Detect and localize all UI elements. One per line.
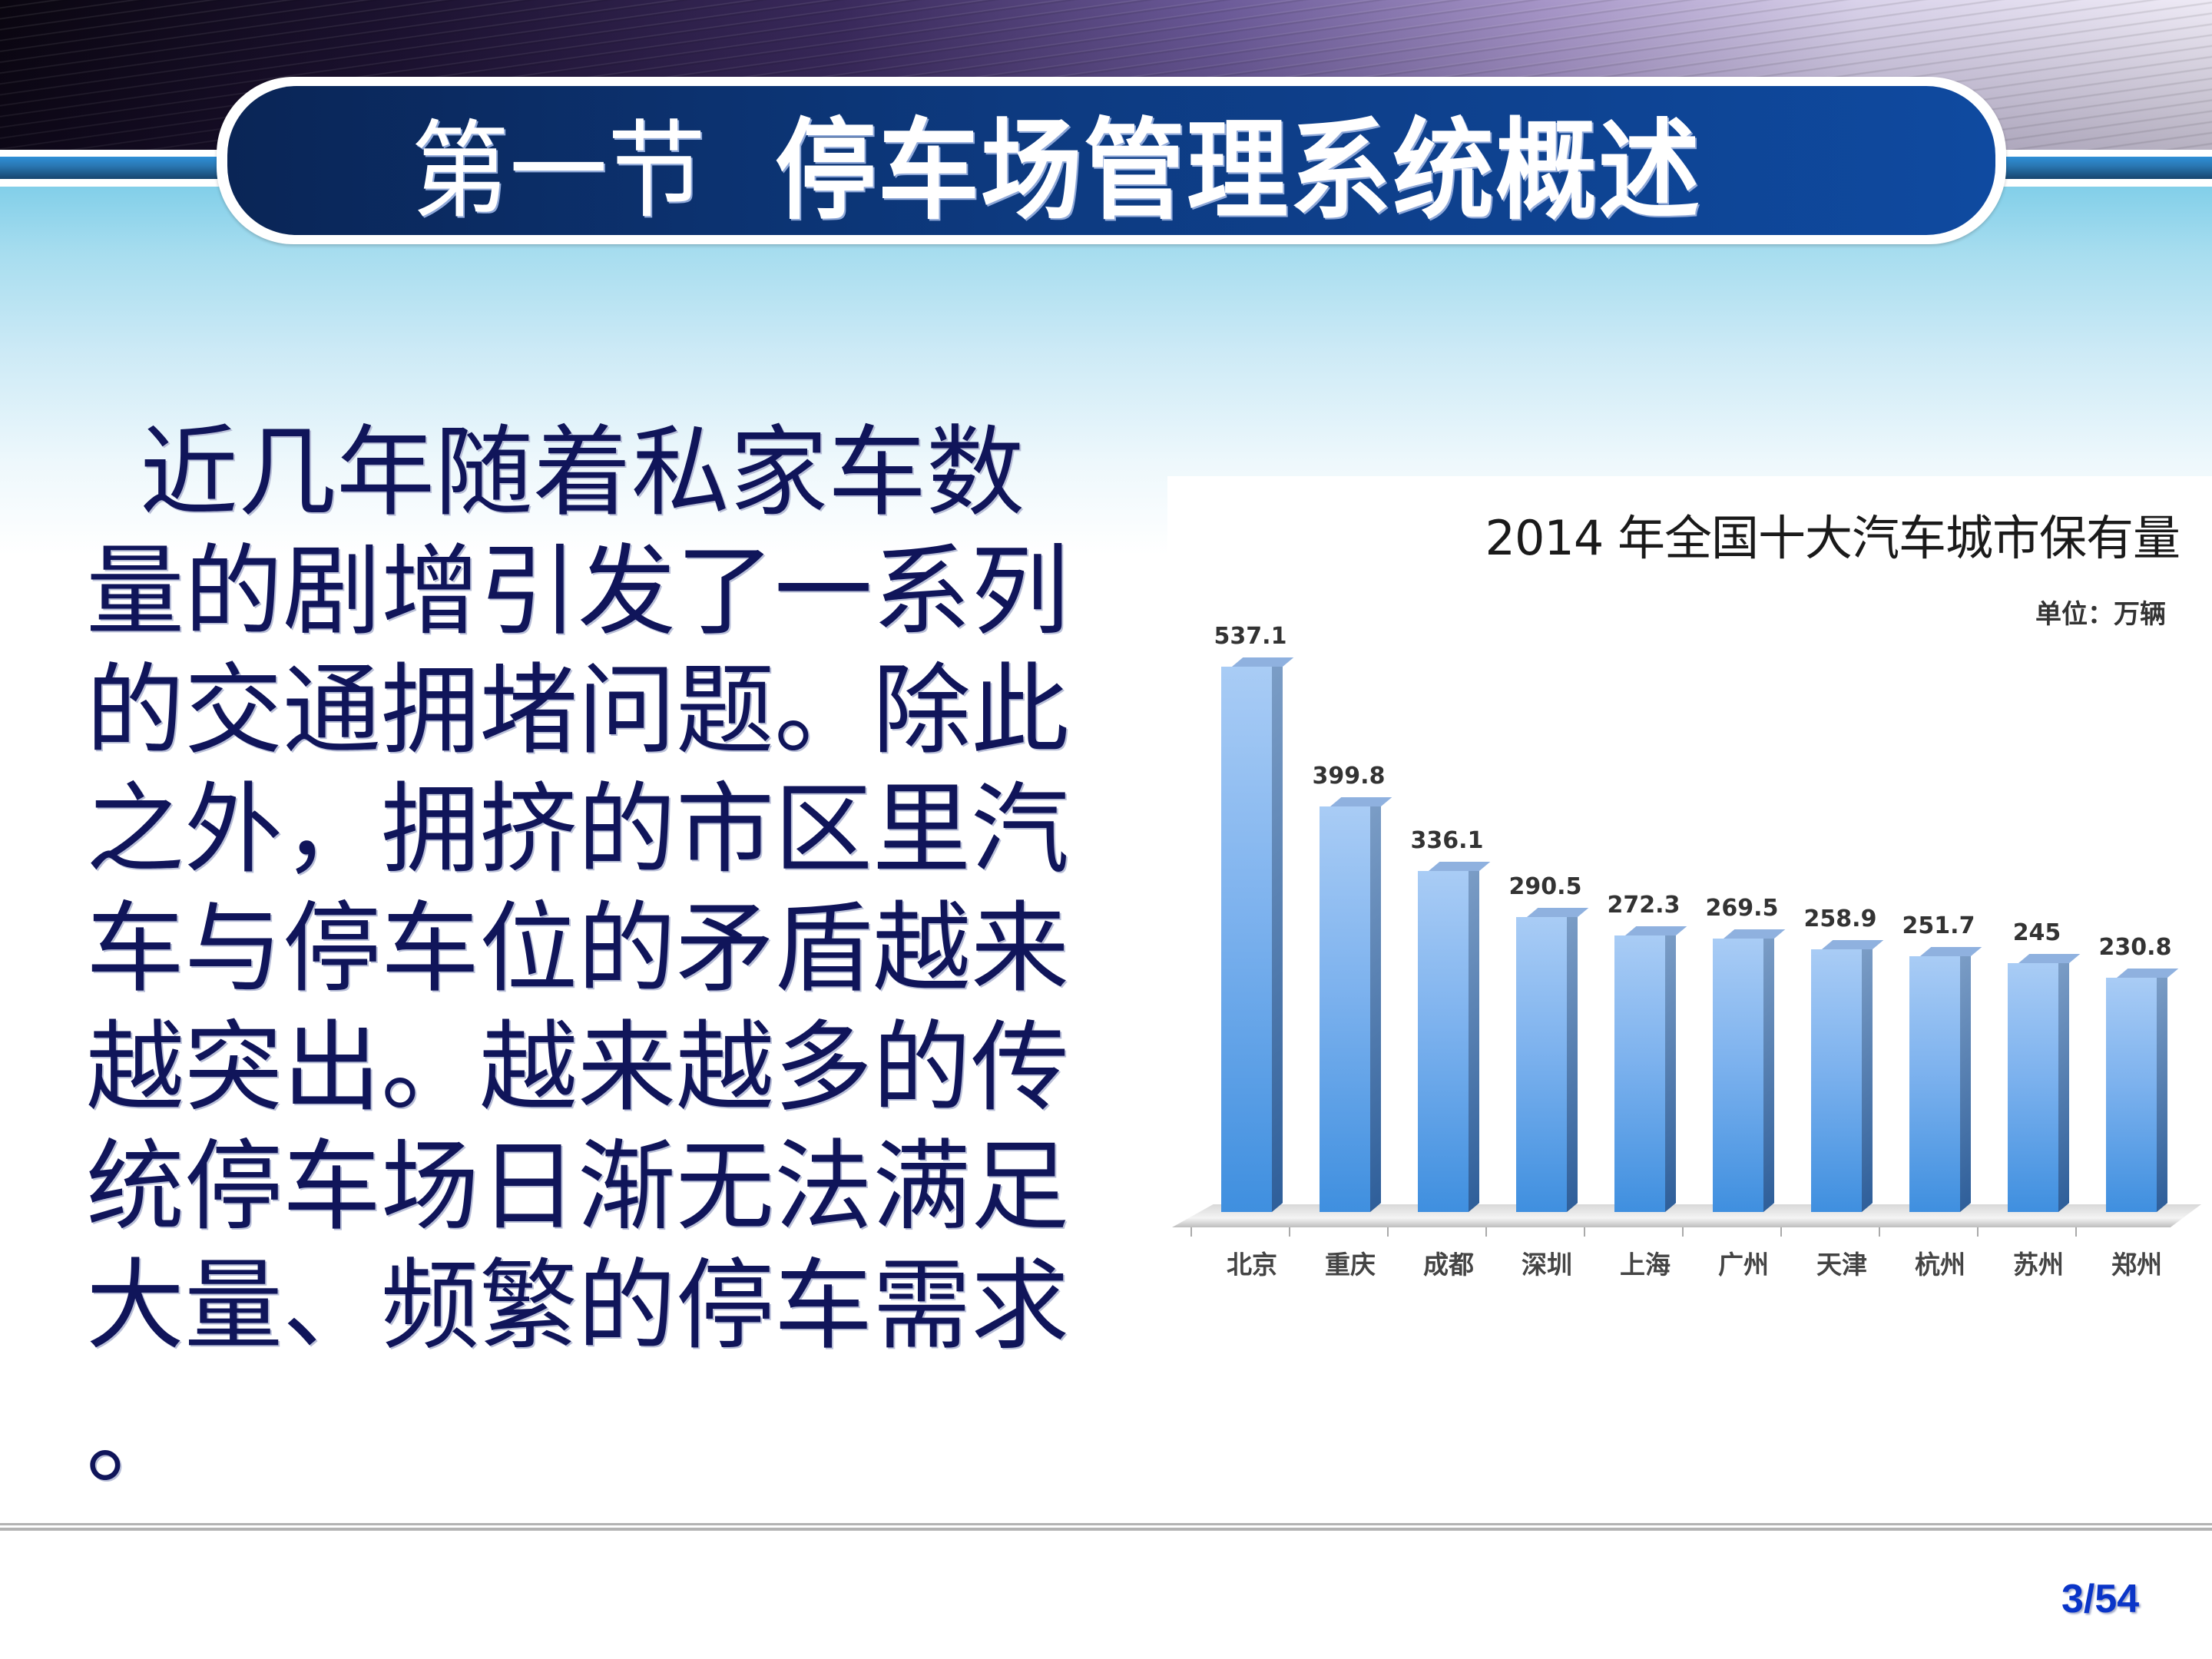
body-line: 车与停车位的矛盾越来 [86, 892, 1070, 1006]
chart-title: 2014 年全国十大汽车城市保有量 [1485, 510, 2181, 566]
chart-bar: 269.5 [1706, 892, 1786, 1212]
body-line: 统停车场日渐无法满足 [86, 1130, 1070, 1244]
bar-value-label: 537.1 [1214, 623, 1287, 650]
bar-side [1272, 657, 1283, 1212]
bar-top [1822, 940, 1884, 949]
x-axis-category-label: 上海 [1620, 1250, 1671, 1280]
chart-unit-label: 单位：万辆 [2035, 599, 2166, 630]
bar-front [1811, 949, 1862, 1212]
chart-bar: 399.8 [1313, 760, 1392, 1212]
x-axis-tick [2075, 1227, 2077, 1237]
bar-front [1418, 871, 1469, 1212]
title-section-number: 第一节 [411, 109, 707, 233]
chart-bar: 245 [2008, 917, 2081, 1212]
body-line: 越突出。越来越多的传 [86, 1011, 1070, 1125]
body-line: 。 [86, 1383, 185, 1498]
bar-side [2157, 969, 2167, 1212]
x-axis-tick [1289, 1227, 1290, 1237]
x-axis-category-label: 天津 [1816, 1250, 1867, 1280]
chart-plot-area: 537.1 北京 399.8 重庆 336.1 成都 290.5 深圳 272.3 上海 269.5… [1167, 476, 2212, 1336]
bar-top [1724, 929, 1786, 939]
bar-value-label: 258.9 [1803, 906, 1877, 932]
body-line: 大量、频繁的停车需求 [86, 1249, 1070, 1363]
bar-top [2117, 969, 2179, 978]
bar-front [1516, 917, 1567, 1212]
x-axis-category-label: 杭州 [1915, 1250, 1965, 1280]
bar-side [1960, 947, 1971, 1212]
x-axis-tick [1190, 1227, 1192, 1237]
x-axis-category-label: 苏州 [2013, 1250, 2064, 1280]
bar-front [1614, 935, 1665, 1212]
chart-bar: 290.5 [1509, 871, 1589, 1212]
x-axis-category-label: 北京 [1227, 1250, 1277, 1280]
bar-side [1665, 926, 1676, 1212]
x-axis-tick [1780, 1227, 1782, 1237]
bar-value-label: 269.5 [1705, 895, 1779, 922]
bar-side [2058, 954, 2069, 1212]
footer-divider [0, 1528, 2212, 1531]
bar-front [1320, 806, 1370, 1212]
x-axis-tick [1977, 1227, 1979, 1237]
chart-bar: 230.8 [2099, 932, 2179, 1212]
bar-value-label: 230.8 [2098, 934, 2172, 961]
bar-value-label: 399.8 [1312, 763, 1386, 790]
page-number: 3/54 [2061, 1577, 2140, 1621]
body-line: 的交通拥堵问题。除此 [86, 654, 1070, 768]
chart-bar: 251.7 [1902, 910, 1982, 1212]
bar-front [1221, 667, 1272, 1212]
x-axis-category-label: 郑州 [2111, 1250, 2162, 1280]
body-line: 近几年随着私家车数 [140, 416, 1025, 530]
x-axis-category-label: 成都 [1423, 1250, 1474, 1280]
bar-value-label: 272.3 [1607, 892, 1681, 919]
title-heading: 停车场管理系统概述 [775, 107, 1702, 235]
body-line: 量的剧增引发了一系列 [86, 535, 1070, 649]
bar-side [1763, 929, 1774, 1212]
chart-bar: 272.3 [1608, 889, 1687, 1212]
bar-value-label: 245 [2012, 919, 2061, 946]
bar-top [1527, 908, 1589, 917]
x-axis-category-label: 广州 [1718, 1250, 1769, 1280]
bar-chart: 2014 年全国十大汽车城市保有量 单位：万辆 537.1 北京 399.8 重庆 33… [1167, 476, 2212, 1336]
body-line: 之外，拥挤的市区里汽 [86, 773, 1070, 887]
bar-side [1469, 862, 1479, 1212]
bar-side [1370, 797, 1381, 1212]
x-axis-tick [1387, 1227, 1389, 1237]
chart-bar: 258.9 [1804, 903, 1884, 1212]
footer-divider [0, 1523, 2212, 1525]
x-axis-tick [1584, 1227, 1585, 1237]
bar-value-label: 290.5 [1508, 873, 1582, 900]
bar-front [1713, 939, 1763, 1212]
bar-top [2018, 954, 2081, 963]
bar-front [2106, 978, 2157, 1212]
bar-front [2008, 963, 2058, 1212]
x-axis-category-label: 重庆 [1325, 1250, 1376, 1280]
bar-value-label: 336.1 [1410, 827, 1484, 854]
chart-bar: 336.1 [1411, 825, 1491, 1212]
title-pill [227, 86, 1995, 235]
page-title: 第一节 停车场管理系统概述 [411, 92, 1701, 234]
bar-top [1330, 797, 1392, 806]
bar-top [1232, 657, 1294, 667]
x-axis-tick [1682, 1227, 1684, 1237]
body-paragraph: 近几年随着私家车数 量的剧增引发了一系列 的交通拥堵问题。除此 之外，拥挤的市区… [86, 413, 1084, 1500]
x-axis-category-label: 深圳 [1522, 1250, 1572, 1280]
bar-top [1625, 926, 1687, 935]
bar-top [1920, 947, 1982, 956]
chart-bar: 537.1 [1214, 621, 1294, 1212]
bar-value-label: 251.7 [1902, 912, 1975, 939]
bar-side [1567, 908, 1578, 1212]
bar-side [1862, 940, 1873, 1212]
bar-top [1429, 862, 1491, 871]
bar-front [1909, 956, 1960, 1212]
x-axis-tick [1485, 1227, 1487, 1237]
x-axis-tick [1879, 1227, 1880, 1237]
